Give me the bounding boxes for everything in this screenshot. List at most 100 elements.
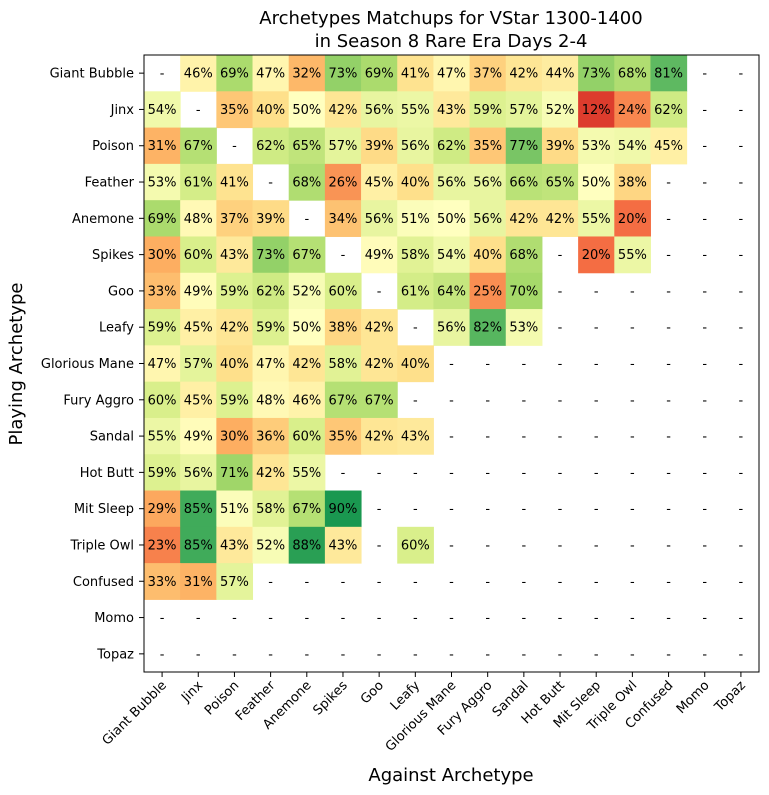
heatmap-cell	[324, 526, 362, 564]
heatmap-cell	[397, 127, 434, 165]
cell-value-label: -	[341, 647, 346, 662]
cell-value-label: 45%	[184, 393, 213, 408]
cell-value-label: -	[485, 466, 490, 481]
cell-value-label: -	[594, 284, 599, 299]
cell-value-label: -	[558, 393, 563, 408]
cell-value-label: -	[449, 538, 454, 553]
heatmap-cell	[180, 200, 217, 237]
heatmap-cell	[252, 454, 290, 492]
cell-value-label: 45%	[365, 176, 394, 191]
heatmap-cell	[180, 454, 217, 492]
cell-value-label: -	[196, 103, 201, 118]
cell-value-label: 66%	[509, 176, 538, 191]
cell-value-label: -	[702, 430, 707, 445]
cell-value-label: 40%	[401, 357, 430, 372]
cell-value-label: 59%	[256, 321, 285, 336]
heatmap-cell	[397, 200, 434, 237]
y-tick-label: Confused	[73, 575, 134, 590]
heatmap-cell	[397, 163, 434, 201]
heatmap-cell	[144, 163, 181, 201]
heatmap-cell	[650, 127, 688, 165]
heatmap-cell	[397, 55, 434, 92]
cell-value-label: -	[739, 103, 744, 118]
heatmap-cell-labels: - 46% 69% 47% 32% 73% 69% 41% 47% 37% 42% 44% 73% 68%…	[148, 67, 744, 663]
cell-value-label: 42%	[256, 466, 285, 481]
heatmap-cell	[541, 127, 579, 165]
cell-value-label: 58%	[329, 357, 358, 372]
x-axis-label: Against Archetype	[368, 765, 533, 786]
heatmap-cell	[505, 127, 543, 165]
heatmap-cell	[216, 163, 254, 201]
cell-value-label: 57%	[329, 139, 358, 154]
heatmap-cell	[252, 272, 290, 310]
y-tick-label: Jinx	[110, 103, 135, 118]
cell-value-label: -	[558, 357, 563, 372]
cell-value-label: -	[739, 357, 744, 372]
cell-value-label: -	[594, 502, 599, 517]
cell-value-label: 36%	[256, 430, 285, 445]
cell-value-label: 37%	[220, 212, 249, 227]
cell-value-label: -	[377, 611, 382, 626]
cell-value-label: -	[594, 647, 599, 662]
heatmap-cell	[324, 272, 362, 310]
y-tick-label: Triple Owl	[70, 538, 134, 553]
cell-value-label: -	[558, 611, 563, 626]
cell-value-label: 90%	[329, 502, 358, 517]
y-tick-label: Momo	[94, 611, 134, 626]
cell-value-label: -	[485, 357, 490, 372]
y-tick-label: Sandal	[90, 430, 134, 445]
cell-value-label: -	[739, 575, 744, 590]
cell-value-label: 56%	[365, 103, 394, 118]
cell-value-label: -	[702, 212, 707, 227]
heatmap-cell	[324, 417, 362, 455]
heatmap-cell	[144, 272, 181, 310]
cell-value-label: -	[232, 139, 237, 154]
heatmap-cell	[433, 272, 471, 310]
heatmap-cell	[216, 236, 254, 274]
heatmap-cell	[144, 417, 181, 455]
heatmap-cell	[252, 490, 290, 528]
cell-value-label: 52%	[546, 103, 575, 118]
cell-value-label: 30%	[220, 430, 249, 445]
cell-value-label: 41%	[220, 176, 249, 191]
cell-value-label: -	[341, 611, 346, 626]
heatmap-cell	[324, 55, 362, 92]
cell-value-label: -	[702, 103, 707, 118]
cell-value-label: 37%	[473, 67, 502, 82]
cell-value-label: 69%	[220, 67, 249, 82]
heatmap-cell	[216, 91, 254, 129]
cell-value-label: 43%	[220, 538, 249, 553]
cell-value-label: -	[594, 321, 599, 336]
x-axis-ticks: Giant Bubble JinxPoisonFeatherAnemoneSpik…	[100, 672, 749, 755]
cell-value-label: 33%	[148, 575, 177, 590]
cell-value-label: -	[702, 538, 707, 553]
cell-value-label: -	[449, 502, 454, 517]
cell-value-label: -	[594, 466, 599, 481]
heatmap-cell	[216, 55, 254, 92]
cell-value-label: 42%	[509, 212, 538, 227]
cell-value-label: -	[160, 647, 165, 662]
heatmap-cell	[288, 55, 326, 92]
cell-value-label: -	[739, 284, 744, 299]
cell-value-label: -	[702, 67, 707, 82]
cell-value-label: -	[268, 575, 273, 590]
heatmap-cell	[180, 236, 217, 274]
cell-value-label: 55%	[292, 466, 321, 481]
cell-value-label: 68%	[509, 248, 538, 263]
heatmap-cell	[288, 345, 326, 383]
cell-value-label: -	[413, 393, 418, 408]
cell-value-label: -	[522, 502, 527, 517]
heatmap-cell	[397, 272, 434, 310]
y-tick-label: Goo	[108, 284, 134, 299]
cell-value-label: 61%	[184, 176, 213, 191]
cell-value-label: -	[377, 538, 382, 553]
cell-value-label: 35%	[220, 103, 249, 118]
cell-value-label: 48%	[256, 393, 285, 408]
cell-value-label: -	[160, 611, 165, 626]
cell-value-label: 42%	[292, 357, 321, 372]
cell-value-label: -	[666, 321, 671, 336]
cell-value-label: 40%	[473, 248, 502, 263]
heatmap-cell	[180, 309, 217, 346]
cell-value-label: 42%	[509, 67, 538, 82]
cell-value-label: 69%	[148, 212, 177, 227]
